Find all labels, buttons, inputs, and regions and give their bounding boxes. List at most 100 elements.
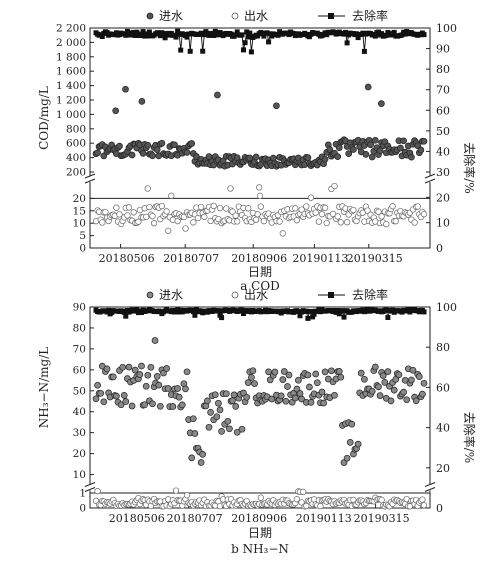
- y-left-tick-label: 90: [73, 302, 86, 314]
- influent-point: [188, 454, 196, 462]
- effluent-point: [420, 502, 428, 509]
- influent-point: [149, 152, 156, 160]
- influent-point: [144, 371, 152, 379]
- y-right-tick-label: 90: [436, 43, 450, 56]
- plot-frame: [89, 27, 431, 249]
- influent-point: [291, 394, 299, 402]
- effluent-point: [168, 192, 175, 199]
- influent-point: [169, 403, 177, 410]
- effluent-point: [190, 219, 197, 226]
- removal-rate-point: [286, 32, 292, 38]
- influent-point: [224, 417, 232, 425]
- x-tick-label: 20180506: [109, 512, 165, 525]
- y-left-tick-label: 50: [73, 385, 86, 397]
- effluent-point: [321, 204, 329, 212]
- effluent-point: [303, 203, 310, 210]
- removal-rate-point: [200, 48, 206, 54]
- y-right-tick-label: 80: [436, 341, 450, 354]
- legend-label-influent: 进水: [159, 288, 183, 302]
- y-right-tick-label: 40: [436, 422, 450, 435]
- effluent-point: [350, 206, 357, 214]
- x-tick-label: 20190315: [347, 252, 403, 265]
- influent-point: [175, 393, 183, 401]
- influent-point: [92, 395, 100, 403]
- removal-rate-point: [215, 308, 221, 314]
- influent-point: [138, 362, 145, 370]
- influent-point: [400, 388, 407, 396]
- effluent-point: [392, 218, 399, 225]
- effluent-point: [158, 202, 166, 210]
- influent-point: [397, 144, 404, 152]
- legend-marker-removal: [328, 13, 334, 19]
- effluent-point: [172, 487, 180, 494]
- influent-point: [419, 390, 426, 398]
- influent-point: [371, 363, 379, 371]
- y-left-tick-label: 15: [73, 205, 86, 217]
- influent-point: [249, 367, 257, 375]
- axis-break-mark: [84, 487, 96, 492]
- removal-rate-point: [399, 32, 405, 38]
- y-left-tick-label: 5: [79, 230, 86, 242]
- influent-point: [191, 430, 199, 437]
- effluent-point: [414, 203, 421, 210]
- influent-point: [248, 374, 255, 381]
- influent-point: [171, 141, 178, 149]
- removal-rate-point: [198, 30, 204, 36]
- removal-rate-point: [106, 307, 112, 313]
- removal-rate-point: [234, 29, 240, 35]
- effluent-point: [232, 212, 239, 219]
- y-right-tick-label: 100: [436, 301, 457, 314]
- effluent-point: [102, 208, 109, 216]
- axis-break-gap: [426, 176, 434, 182]
- influent-point: [376, 392, 384, 399]
- series-effluent: [92, 182, 428, 237]
- removal-rate-point: [132, 33, 138, 38]
- influent-point: [335, 144, 343, 152]
- y-right-tick-label: 80: [436, 63, 450, 76]
- effluent-point: [174, 217, 181, 225]
- influent-point: [318, 388, 326, 396]
- legend-marker-removal: [328, 292, 334, 298]
- influent-point: [400, 137, 407, 145]
- influent-point: [354, 440, 362, 448]
- removal-rate-point: [244, 29, 250, 35]
- effluent-point: [183, 492, 191, 499]
- plot-frame: [89, 306, 431, 509]
- y-right-tick-label: 20: [436, 191, 450, 204]
- effluent-point: [307, 194, 315, 201]
- removal-rate-point: [308, 308, 314, 314]
- effluent-point: [94, 488, 101, 495]
- removal-rate-point: [140, 29, 146, 35]
- removal-rate-point: [311, 311, 317, 317]
- influent-point: [233, 428, 241, 436]
- effluent-point: [252, 216, 260, 223]
- y-right-tick-label: 0: [436, 242, 443, 255]
- influent-point: [222, 390, 230, 398]
- removal-rate-point: [187, 48, 193, 54]
- influent-point: [246, 154, 254, 162]
- effluent-point: [293, 496, 301, 503]
- y-left-tick-label: 70: [73, 343, 86, 355]
- influent-point: [182, 385, 189, 393]
- removal-rate-point: [303, 308, 309, 314]
- effluent-point: [99, 219, 106, 226]
- effluent-point: [315, 218, 323, 225]
- influent-point: [408, 153, 415, 161]
- influent-point: [364, 83, 372, 91]
- effluent-point: [182, 225, 189, 232]
- y-left-tick-label: 400: [66, 152, 86, 164]
- removal-rate-point: [99, 34, 105, 39]
- influent-point: [412, 397, 420, 405]
- influent-point: [280, 368, 288, 375]
- removal-rate-point: [383, 307, 389, 313]
- y-left-tick-label: 600: [66, 138, 86, 150]
- influent-point: [229, 397, 236, 404]
- influent-point: [368, 153, 376, 161]
- influent-point: [337, 373, 345, 381]
- influent-point: [395, 371, 403, 379]
- influent-point: [320, 399, 327, 407]
- influent-point: [368, 387, 376, 395]
- legend-marker-effluent: [231, 291, 239, 299]
- influent-point: [293, 385, 301, 393]
- effluent-point: [210, 202, 217, 210]
